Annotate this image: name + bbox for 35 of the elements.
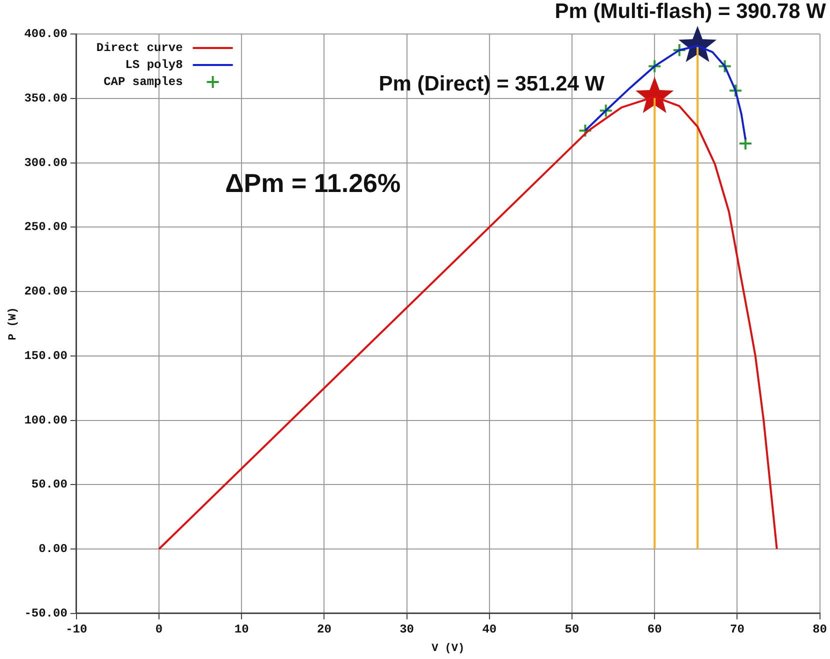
point [648,59,662,74]
point [738,136,752,150]
y-tick-label: -50.00 [24,606,68,620]
point [728,84,743,98]
x-axis-title: V (V) [432,643,465,656]
legend-label: CAP samples [104,75,183,90]
annotation: Pm (Direct) = 351.24 W [378,72,605,96]
x-tick-label: 10 [234,622,249,637]
x-tick-label: 40 [482,622,497,637]
annotation: Pm (Multi-flash) = 390.78 W [554,0,826,23]
y-axis-title: P (W) [7,307,20,340]
y-tick-label: 200.00 [24,284,68,299]
y-tick-label: 50.00 [31,478,68,492]
x-tick-label: 0 [155,622,163,637]
y-tick-label: 0.00 [38,542,68,556]
y-tick-label: 250.00 [24,220,68,234]
x-tick-label: 70 [730,622,744,637]
point [718,59,732,74]
legend-label: Direct curve [96,41,183,56]
annotation: ΔPm = 11.26% [225,168,401,198]
x-tick-label: 20 [317,622,332,637]
x-tick-label: 50 [564,622,580,637]
y-tick-label: 400.00 [24,27,68,42]
point [598,104,613,118]
y-tick-label: 300.00 [24,156,68,170]
y-tick-label: 150.00 [24,348,68,363]
point [672,43,686,58]
point [578,124,592,138]
x-tick-label: 60 [647,622,662,637]
y-tick-label: 100.00 [24,413,68,428]
x-tick-label: -10 [66,622,88,637]
x-tick-label: 30 [400,622,414,637]
y-tick-label: 350.00 [24,91,68,106]
legend-label: LS poly8 [125,58,183,72]
x-tick-label: 80 [812,622,827,637]
